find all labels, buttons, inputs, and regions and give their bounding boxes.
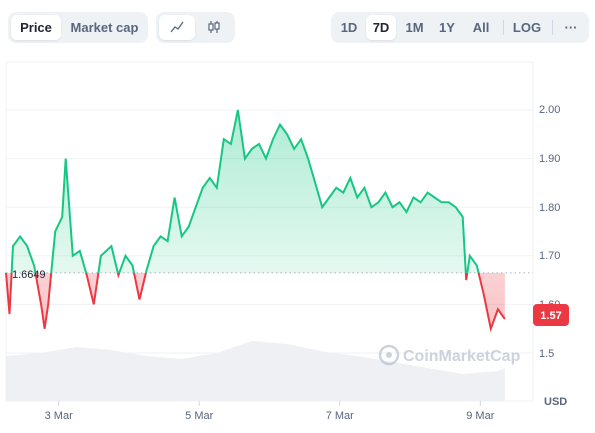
area-up — [6, 110, 479, 273]
coinmarketcap-watermark: CoinMarketCap — [378, 344, 521, 366]
price-line-up — [5, 109, 480, 273]
y-tick-label: 1.70 — [539, 250, 560, 262]
y-tick-label: 1.5 — [539, 348, 554, 360]
currency-label: USD — [544, 396, 567, 408]
price-tab[interactable]: Price — [11, 15, 61, 40]
y-tick-label: 1.90 — [539, 153, 560, 165]
watermark-text: CoinMarketCap — [403, 348, 521, 365]
metric-toggle: Price Market cap — [8, 12, 148, 43]
candlestick-icon[interactable] — [196, 15, 232, 40]
line-chart-icon[interactable] — [159, 15, 195, 40]
y-tick-label: 2.00 — [539, 104, 560, 116]
x-tick-label: 7 Mar — [326, 410, 354, 422]
x-tick-label: 9 Mar — [466, 410, 494, 422]
x-tick-label: 5 Mar — [185, 410, 213, 422]
log-scale-button[interactable]: LOG — [512, 20, 542, 35]
market-cap-tab[interactable]: Market cap — [70, 20, 139, 35]
range-1y-button[interactable]: 1Y — [439, 20, 455, 35]
range-selector: 1D 7D 1M 1Y All LOG ··· — [331, 12, 589, 43]
log-divider — [552, 20, 553, 35]
current-price-label: 1.57 — [540, 310, 561, 322]
baseline-label: 1.6649 — [12, 269, 46, 281]
x-tick-label: 3 Mar — [45, 410, 73, 422]
current-price-badge: 1.57 — [533, 304, 569, 326]
chart-type-toggle — [156, 12, 235, 43]
range-7d-button[interactable]: 7D — [366, 15, 396, 40]
volume-area — [6, 341, 505, 401]
range-1d-button[interactable]: 1D — [340, 20, 358, 35]
range-all-button[interactable]: All — [472, 20, 490, 35]
range-1m-button[interactable]: 1M — [405, 20, 424, 35]
more-options-button[interactable]: ··· — [564, 20, 578, 35]
range-divider — [503, 20, 504, 35]
y-tick-label: 1.80 — [539, 202, 560, 214]
x-axis: 3 Mar 5 Mar 7 Mar 9 Mar — [45, 401, 495, 422]
